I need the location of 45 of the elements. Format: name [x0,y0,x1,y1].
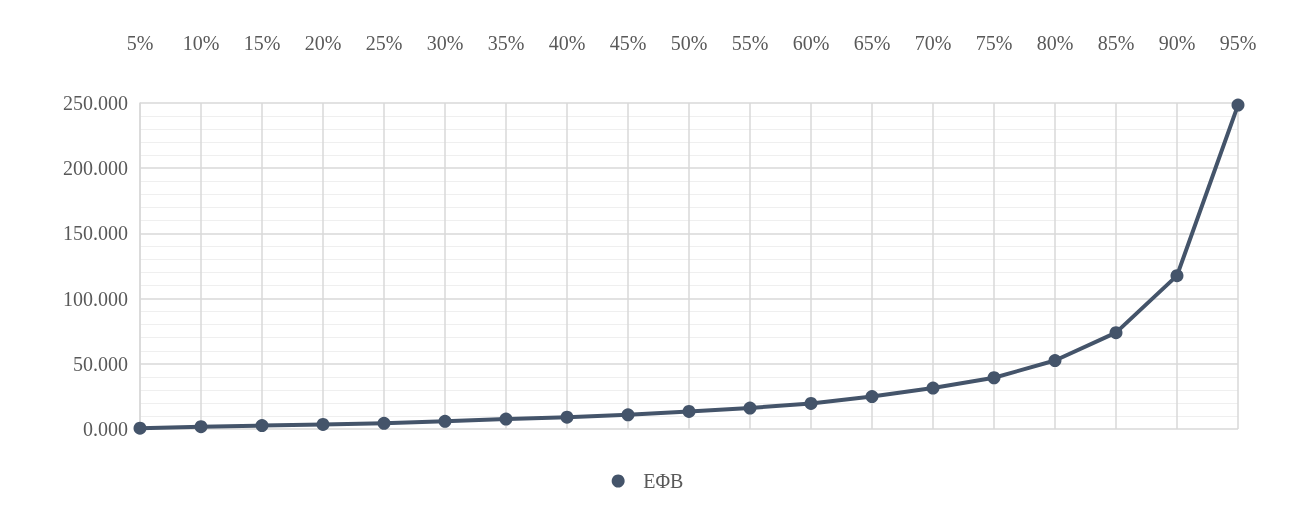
x-tick-label: 35% [487,32,525,54]
y-tick-label: 0.000 [83,418,128,440]
point [1231,98,1245,112]
x-tick-label: 50% [670,32,708,54]
x-tick-label: 95% [1219,32,1257,54]
x-tick-label: 65% [853,32,891,54]
x-tick-label: 85% [1097,32,1135,54]
x-tick-label: 40% [548,32,586,54]
point [316,417,330,431]
point [926,381,940,395]
x-tick-label: 20% [304,32,342,54]
point [133,421,147,435]
x-tick-label: 25% [365,32,403,54]
y-tick-label: 200.000 [63,157,128,180]
y-tick-label: 250.000 [63,92,128,114]
legend-label: ΕΦΒ [643,470,684,492]
point [194,420,208,434]
point [1170,269,1184,283]
point [1048,354,1062,368]
x-tick-label: 5% [126,32,154,54]
x-tick-label: 45% [609,32,647,54]
point [560,410,574,424]
x-tick-label: 75% [975,32,1013,54]
y-tick-label: 100.000 [63,287,128,310]
point [987,371,1001,385]
point [377,416,391,430]
x-tick-label: 70% [914,32,952,54]
point [682,404,696,418]
x-tick-label: 60% [792,32,830,54]
y-tick-label: 50.000 [73,352,128,375]
point [499,412,513,426]
point [621,408,635,422]
point [865,390,879,404]
x-tick-label: 80% [1036,32,1074,54]
point [255,419,269,433]
point [804,396,818,410]
x-tick-label: 55% [731,32,769,54]
x-tick-label: 90% [1158,32,1196,54]
y-tick-label: 150.000 [63,222,128,245]
point [438,414,452,428]
point [1109,326,1123,340]
x-tick-label: 15% [243,32,281,54]
point [743,401,757,415]
x-tick-label: 10% [182,32,220,54]
x-tick-label: 30% [426,32,464,54]
